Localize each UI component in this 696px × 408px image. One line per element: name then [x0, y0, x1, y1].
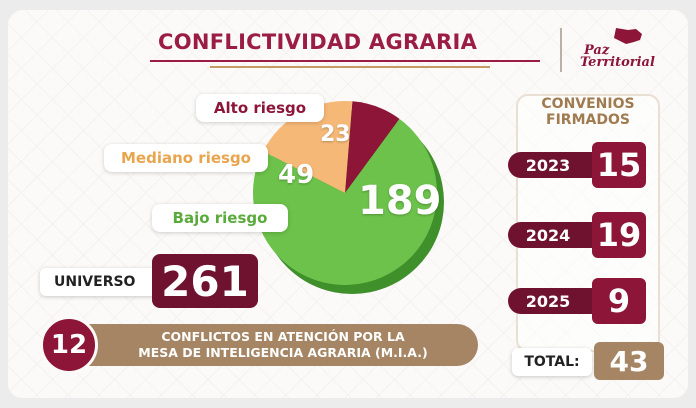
value-mediano-riesgo: 49 — [278, 160, 315, 190]
year-2024-label: 2024 — [508, 222, 596, 248]
universo-value: 261 — [152, 254, 258, 308]
convenios-title: CONVENIOS FIRMADOS — [516, 96, 660, 128]
title-underline-bottom — [210, 66, 490, 68]
header-separator — [560, 28, 562, 72]
pie-slice-bajo-riesgo — [253, 118, 437, 285]
mia-line-2: MESA DE INTELIGENCIA AGRARIA (M.I.A.) — [138, 345, 428, 360]
label-alto-riesgo: Alto riesgo — [196, 94, 324, 122]
year-2025-label: 2025 — [508, 288, 596, 314]
logo-text-paz: Paz — [584, 43, 610, 58]
value-bajo-riesgo: 189 — [358, 178, 442, 224]
mia-line-1: CONFLICTOS EN ATENCIÓN POR LA — [161, 329, 405, 344]
pie-slice-mediano-riesgo — [263, 101, 353, 193]
pie-slice-alto-riesgo — [345, 101, 400, 193]
total-label: TOTAL: — [512, 348, 592, 376]
title-underline-top — [150, 60, 540, 62]
logo-text-territorial: Territorial — [580, 55, 655, 70]
mia-banner: CONFLICTOS EN ATENCIÓN POR LA MESA DE IN… — [72, 324, 478, 366]
year-2023-value: 15 — [592, 142, 646, 188]
label-bajo-riesgo: Bajo riesgo — [152, 204, 288, 232]
mia-count: 12 — [40, 316, 98, 374]
year-2025-value: 9 — [592, 278, 646, 324]
total-value: 43 — [594, 342, 664, 380]
convenios-title-line-2: FIRMADOS — [546, 112, 630, 128]
label-mediano-riesgo: Mediano riesgo — [104, 144, 268, 172]
page-title: CONFLICTIVIDAD AGRARIA — [158, 30, 478, 54]
convenios-title-line-1: CONVENIOS — [541, 96, 635, 112]
value-alto-riesgo: 23 — [320, 122, 351, 147]
year-2023-label: 2023 — [508, 152, 596, 178]
year-2024-value: 19 — [592, 212, 646, 258]
universo-label: UNIVERSO — [40, 268, 160, 296]
oaxaca-map-icon — [614, 28, 642, 44]
